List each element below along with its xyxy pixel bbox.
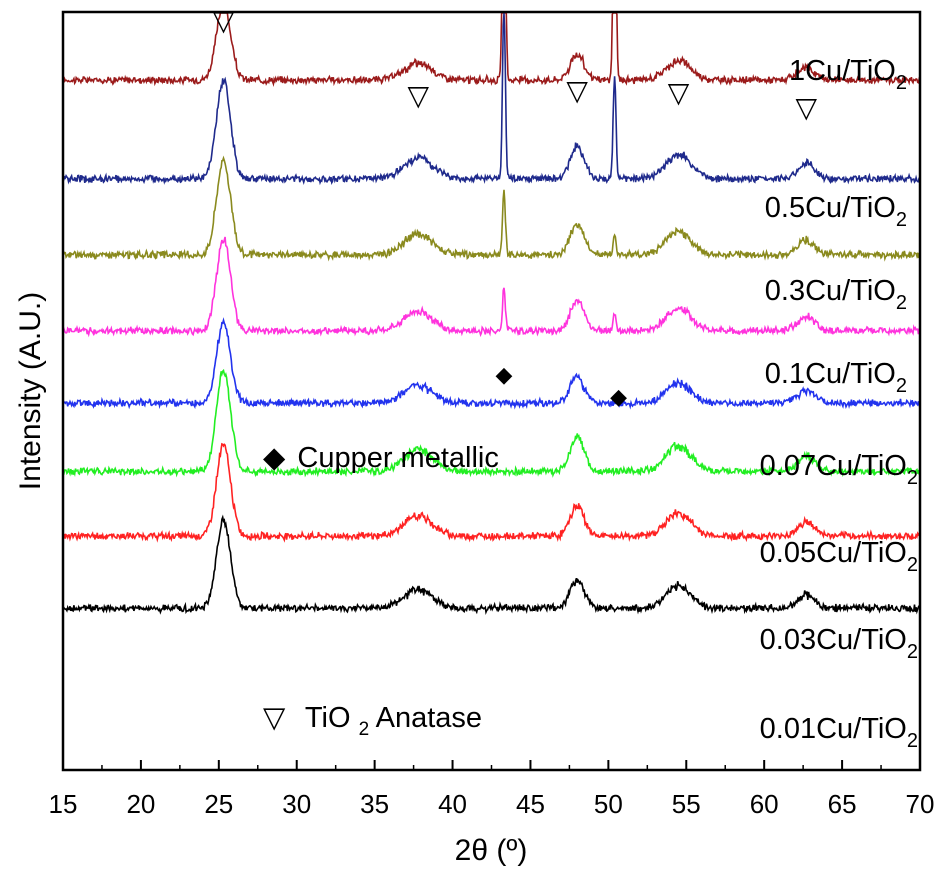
series-line-03cutio (62, 155, 921, 262)
series-line-003cutio (62, 442, 921, 543)
series-line-1cutio (62, 12, 921, 88)
series-label-layer: 1Cu/TiO2 0.5Cu/TiO2 0.3Cu/TiO2 0.1Cu/TiO2 0.… (760, 55, 918, 752)
series-label-007cutio: 0.07Cu/TiO2 (760, 450, 918, 489)
series-label-001cutio: 0.01Cu/TiO2 (760, 713, 918, 752)
anatase-text-pre: TiO (305, 702, 351, 734)
series-label-01cutio: 0.1Cu/TiO2 (765, 358, 907, 397)
series-label-003cutio: 0.03Cu/TiO2 (760, 624, 918, 663)
anatase-peak-marker: ▽ (213, 4, 235, 37)
copper-peak-marker: ◆ (610, 385, 627, 410)
series-line-007cutio (62, 317, 921, 410)
series-line-001cutio (62, 514, 921, 616)
peak-marker-layer: ▽ ▽ ▽ ▽ ▽ ◆ ◆ (213, 4, 818, 410)
y-axis-title: Intensity (A.U.) (14, 292, 47, 490)
series-layer (62, 12, 921, 616)
cupper-marker: ◆ (263, 442, 286, 474)
series-label-1cutio: 1Cu/TiO2 (789, 55, 907, 94)
plot-frame (61, 10, 922, 772)
x-tick-label-35: 35 (360, 789, 389, 819)
x-tick-label-30: 30 (282, 789, 311, 819)
anatase-peak-marker: ▽ (795, 91, 817, 124)
series-label-005cutio: 0.05Cu/TiO2 (760, 537, 918, 576)
series-line-01cutio (62, 236, 921, 338)
x-axis-ticks: 15 20 25 30 35 40 45 50 55 60 65 70 (49, 760, 935, 819)
anatase-peak-marker: ▽ (668, 76, 690, 109)
series-label-05cutio: 0.5Cu/TiO2 (765, 192, 907, 231)
copper-peak-marker: ◆ (496, 363, 513, 388)
x-tick-label-20: 20 (126, 789, 155, 819)
x-tick-label-55: 55 (672, 789, 701, 819)
series-label-03cutio: 0.3Cu/TiO2 (765, 275, 907, 314)
x-tick-label-25: 25 (204, 789, 233, 819)
anatase-peak-marker: ▽ (407, 79, 429, 112)
x-tick-label-40: 40 (438, 789, 467, 819)
x-axis-title: 2θ (º) (455, 834, 528, 867)
x-tick-label-15: 15 (49, 789, 78, 819)
x-tick-label-70: 70 (906, 789, 935, 819)
anatase-annotation: ▽ TiO 2 Anatase (263, 702, 482, 742)
cupper-text: Cupper metallic (297, 442, 498, 474)
anatase-subscript: 2 (359, 719, 370, 740)
x-tick-label-65: 65 (828, 789, 857, 819)
series-line-05cutio (62, 12, 921, 186)
anatase-marker: ▽ (263, 702, 286, 734)
series-line-005cutio (62, 368, 921, 478)
anatase-peak-marker: ▽ (566, 74, 588, 107)
x-tick-label-45: 45 (516, 789, 545, 819)
x-tick-label-60: 60 (750, 789, 779, 819)
cupper-annotation: ◆ Cupper metallic (263, 442, 499, 474)
anatase-text-post: Anatase (376, 702, 482, 734)
x-tick-label-50: 50 (594, 789, 623, 819)
